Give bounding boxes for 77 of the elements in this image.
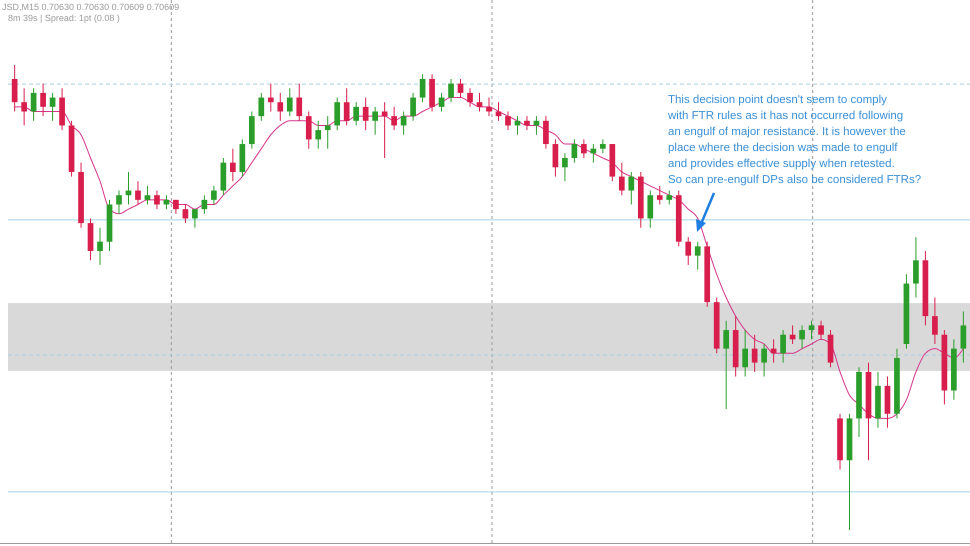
candlestick — [286, 88, 293, 117]
candlestick — [211, 185, 217, 205]
candlestick — [410, 92, 416, 122]
candlestick — [618, 162, 625, 196]
candlestick — [135, 180, 141, 205]
candlestick — [486, 97, 492, 117]
candlestick — [277, 92, 284, 122]
candlestick — [685, 236, 692, 266]
candlestick — [116, 190, 122, 214]
candlestick — [21, 88, 27, 126]
candlestick — [324, 116, 331, 150]
candlestick — [752, 334, 758, 372]
candlestick — [164, 194, 170, 210]
candlestick — [438, 92, 444, 112]
candlestick — [562, 152, 568, 182]
candlestick — [126, 171, 132, 205]
candlestick — [932, 297, 938, 344]
candlestick — [344, 88, 350, 126]
candlestick — [790, 324, 796, 344]
chart-title: JSD,M15 0.70630 0.70630 0.70609 0.70609 — [2, 2, 180, 12]
candlestick — [666, 190, 672, 205]
candlestick — [50, 92, 56, 122]
candlestick — [173, 199, 179, 214]
candlestick — [391, 106, 397, 131]
candlestick — [543, 116, 549, 150]
candlestick — [808, 320, 814, 340]
candlestick — [315, 120, 322, 150]
annotation: This decision point doesn't seem to comply with FTR rules as it has not occurred following an engulf of major resistance. It is however the place where the decision was made to engulf and provides effective supply when retested. So can pre-engulf DPs also be considered FTRs? — [667, 94, 922, 186]
candlestick — [40, 83, 46, 117]
candlestick — [534, 116, 540, 136]
candlestick — [230, 148, 236, 182]
candlestick — [306, 111, 312, 150]
candlestick — [154, 190, 160, 210]
candlestick — [448, 78, 454, 103]
candlestick — [30, 88, 36, 122]
candlestick — [192, 208, 198, 228]
candlestick — [420, 74, 426, 103]
candlestick — [600, 138, 606, 154]
candlestick — [258, 92, 264, 122]
candlestick — [656, 185, 663, 205]
candlestick — [581, 138, 587, 158]
candlestick — [799, 324, 805, 350]
candlestick — [514, 116, 520, 136]
candlestick — [628, 171, 634, 205]
candlestick — [780, 330, 786, 364]
candlestick — [382, 102, 388, 158]
candlestick — [524, 116, 530, 131]
chart-subtitle: 8m 39s | Spread: 1pt (0.08 ) — [8, 13, 120, 23]
candlestick — [268, 83, 274, 112]
candlestick — [458, 78, 464, 98]
candlestick — [12, 64, 18, 112]
candlestick — [647, 190, 654, 228]
candlestick — [182, 204, 188, 224]
candlestick — [723, 320, 730, 410]
candlestick — [362, 97, 369, 131]
candlestick — [353, 102, 360, 126]
candlestick — [770, 338, 776, 364]
candlestick — [742, 330, 748, 378]
candlestick — [818, 320, 824, 340]
candlestick — [97, 227, 103, 266]
candlestick — [372, 106, 378, 136]
candlestick — [467, 88, 473, 108]
candlestick — [496, 102, 502, 122]
candlestick — [960, 310, 966, 364]
candlestick — [296, 83, 302, 122]
candlestick — [552, 138, 558, 178]
candlestick — [761, 344, 767, 378]
candlestick — [913, 236, 919, 298]
candlestick — [144, 185, 150, 205]
candlestick — [694, 241, 701, 270]
candlestick — [400, 111, 406, 136]
candlestick — [202, 194, 208, 214]
candlestick — [505, 111, 511, 131]
candlestick — [334, 97, 340, 131]
candlestick — [476, 92, 482, 112]
candlestick — [590, 144, 596, 164]
candlestick — [572, 138, 578, 164]
